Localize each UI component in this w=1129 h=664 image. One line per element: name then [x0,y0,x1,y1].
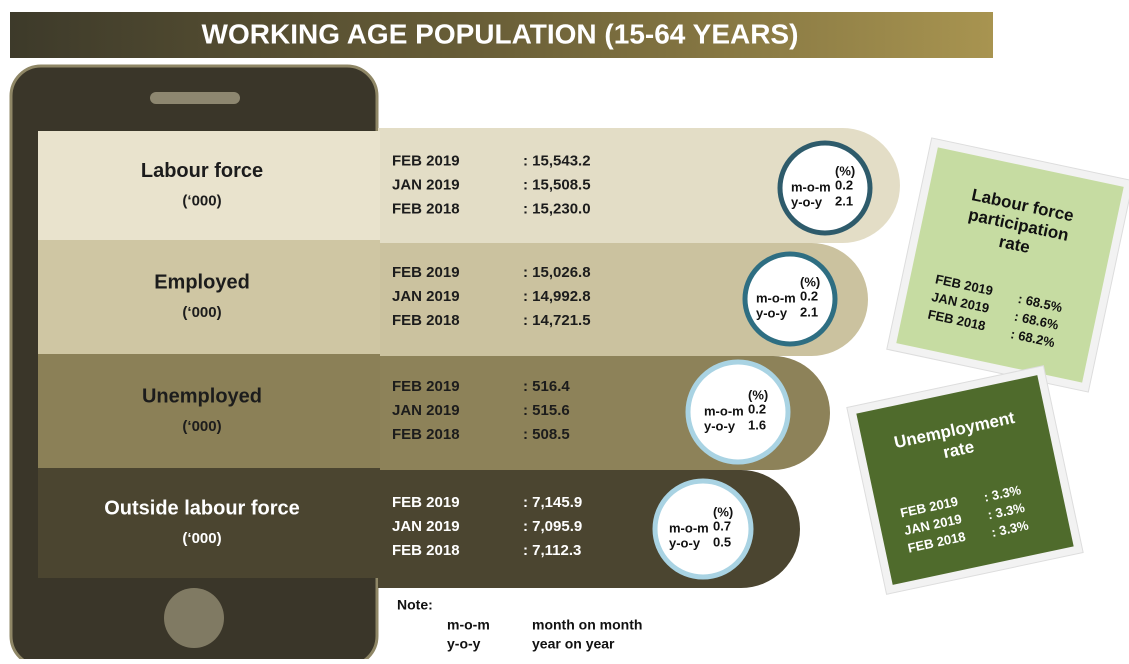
yoy-value: 2.1 [835,193,853,208]
note-label: Note: [397,597,433,613]
note-text: month on month [532,617,642,633]
row-label: Unemployed [142,385,262,407]
entry-period: FEB 2018 [392,542,460,559]
card-face [856,375,1074,585]
row-label: Employed [154,271,250,293]
entry-period: FEB 2019 [392,378,460,395]
mom-value: 0.2 [835,177,853,192]
entry-value: : 15,230.0 [523,200,591,217]
change-circle [777,140,873,236]
mom-label: m-o-m [756,290,796,305]
row-label: Labour force [141,160,263,182]
entry-period: FEB 2018 [392,200,460,217]
row-unit: (‘000) [182,304,221,321]
entry-value: : 515.6 [523,402,570,419]
yoy-value: 2.1 [800,304,818,319]
row-band [378,128,900,243]
entry-value: : 15,543.2 [523,152,591,169]
row-unit: (‘000) [182,192,221,209]
entry-period: FEB 2018 [392,426,460,443]
pct-label: (%) [713,504,733,519]
entry-value: : 7,112.3 [523,542,581,559]
entry-value: : 508.5 [523,426,570,443]
phone-speaker [150,92,240,104]
phone-button [164,588,224,648]
yoy-label: y-o-y [704,418,736,433]
entry-period: FEB 2019 [392,152,460,169]
entry-period: FEB 2018 [392,312,460,329]
row-band [378,243,868,356]
entry-period: JAN 2019 [392,518,460,535]
card-face [896,147,1124,383]
note-abbr: m-o-m [447,617,490,633]
yoy-label: y-o-y [756,305,788,320]
mom-label: m-o-m [704,403,744,418]
entry-value: : 14,992.8 [523,288,591,305]
entry-period: FEB 2019 [392,264,460,281]
change-circle [652,478,754,580]
pct-label: (%) [748,387,768,402]
entry-period: FEB 2019 [392,494,460,511]
entry-value: : 7,095.9 [523,518,582,535]
mom-value: 0.2 [800,288,818,303]
yoy-value: 0.5 [713,534,731,549]
mom-value: 0.2 [748,401,766,416]
row-panel [38,354,380,468]
pct-label: (%) [835,163,855,178]
row-label: Outside labour force [104,497,300,519]
entry-period: JAN 2019 [392,402,460,419]
yoy-label: y-o-y [791,194,823,209]
entry-period: JAN 2019 [392,288,460,305]
row-unit: (‘000) [182,530,221,547]
yoy-label: y-o-y [669,535,701,550]
yoy-value: 1.6 [748,417,766,432]
change-circle [742,251,838,347]
row-panel [38,131,380,240]
note-abbr: y-o-y [447,636,481,652]
entry-period: JAN 2019 [392,176,460,193]
entry-value: : 7,145.9 [523,494,582,511]
row-panel [38,240,380,354]
mom-label: m-o-m [669,520,709,535]
title: WORKING AGE POPULATION (15-64 YEARS) [202,18,799,49]
entry-value: : 516.4 [523,378,570,395]
mom-label: m-o-m [791,179,831,194]
entry-value: : 15,026.8 [523,264,591,281]
row-unit: (‘000) [182,418,221,435]
title-banner [10,12,993,58]
pct-label: (%) [800,274,820,289]
note-text: year on year [532,636,615,652]
row-panel [38,468,380,578]
entry-value: : 15,508.5 [523,176,591,193]
mom-value: 0.7 [713,518,731,533]
change-circle [685,359,791,465]
entry-value: : 14,721.5 [523,312,591,329]
